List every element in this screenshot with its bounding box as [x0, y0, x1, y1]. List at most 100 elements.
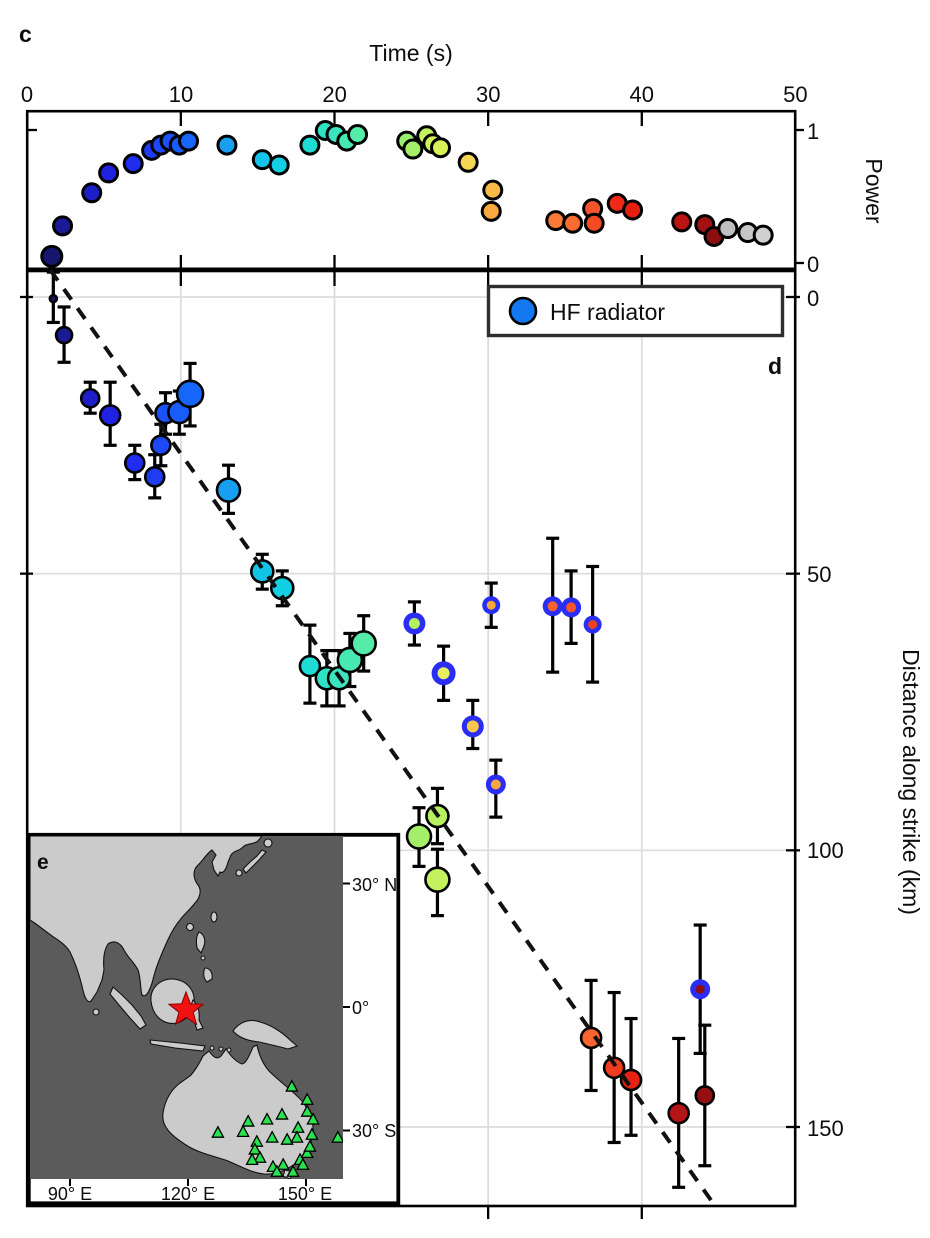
station-triangle-icon: [286, 1164, 300, 1177]
panel-d-border: [25, 269, 797, 1208]
distance-data-point: [54, 325, 74, 345]
panel-d-label: d: [768, 353, 782, 379]
lat-tick-label-30n: 30° N: [352, 875, 397, 895]
power-data-point: [752, 224, 774, 246]
station-triangle-icon: [331, 1130, 343, 1143]
power-data-point: [671, 211, 693, 233]
station-triangle-icon: [248, 1142, 262, 1155]
island-sumatra: [109, 986, 147, 1030]
island-java: [149, 1039, 206, 1052]
station-triangle-icon: [285, 1079, 299, 1092]
distance-data-point: [619, 1068, 643, 1092]
panel-c-label: c: [19, 21, 32, 47]
station-triangle-icon: [275, 1107, 289, 1120]
power-data-point: [98, 162, 120, 184]
power-data-point: [562, 212, 584, 234]
power-data-point: [545, 210, 567, 232]
station-triangle-icon: [296, 1157, 310, 1170]
hf-radiator-core: [695, 984, 705, 994]
hf-radiator-core: [408, 617, 420, 629]
panel-d-hf-radiator-points: [403, 596, 711, 1000]
station-triangle-icon: [305, 1127, 319, 1140]
power-data-point: [81, 182, 103, 204]
island-flores: [218, 1046, 224, 1052]
power-data-point: [122, 153, 144, 175]
station-triangle-icon: [265, 1130, 279, 1143]
station-triangle-icon: [290, 1130, 304, 1143]
station-triangle-icon: [300, 1145, 314, 1158]
hf-radiator-core: [466, 720, 479, 733]
island-luzon: [195, 931, 206, 955]
station-triangle-icon: [306, 1112, 320, 1125]
station-triangle-icon: [260, 1112, 274, 1125]
distance-data-point: [79, 387, 101, 409]
hf-radiator-core: [437, 667, 450, 680]
lon-tick-label-150e: 150° E: [278, 1184, 332, 1204]
station-triangle-icon: [211, 1125, 225, 1138]
station-triangle-icon: [236, 1124, 250, 1137]
station-triangle-icon: [280, 1132, 294, 1145]
lat-tick-label-30s: 30° S: [352, 1121, 396, 1141]
hf-radiator-core: [547, 601, 558, 612]
distance-data-point: [48, 293, 59, 304]
lat-tick-label-0: 0°: [352, 998, 369, 1018]
inset-panel-label: e: [37, 851, 49, 874]
power-axis-title: Power: [861, 158, 887, 224]
distance-data-point: [602, 1056, 626, 1080]
axis-tick-marks: [20, 112, 804, 1219]
distance-axis-title: Distance along strike (km): [898, 649, 924, 915]
power-data-point: [251, 149, 273, 171]
power-data-point: [717, 218, 739, 240]
panel-c-power-points: [40, 120, 774, 268]
station-triangle-icon: [276, 1157, 290, 1170]
landmass-asia: [30, 836, 263, 1003]
distance-data-point: [350, 630, 377, 657]
island-srilanka: [92, 1008, 100, 1016]
time-tick-label-0: 0: [21, 82, 33, 107]
distance-data-point: [123, 452, 146, 474]
hf-radiator-core: [490, 779, 501, 790]
island-lombok: [209, 1045, 215, 1051]
legend-label: HF radiator: [550, 299, 665, 325]
distance-data-point: [150, 434, 172, 457]
distance-tick-label-100: 100: [807, 838, 844, 863]
time-tick-label-50: 50: [783, 82, 807, 107]
station-triangle-icon: [270, 1164, 284, 1177]
lon-tick-label-120e: 120° E: [161, 1184, 215, 1204]
hf-radiator-core: [566, 602, 577, 613]
island-hainan: [185, 922, 195, 932]
power-data-point: [430, 137, 452, 159]
distance-data-point: [215, 477, 242, 503]
epicenter-star-icon: [167, 990, 205, 1026]
distance-data-point: [579, 1026, 603, 1050]
distance-tick-label-50: 50: [807, 562, 831, 587]
hf-radiator-core: [588, 620, 598, 630]
inset-map-panel: 30° N 0° 30° S 90° E 120° E 150° E e: [26, 832, 401, 1206]
station-triangle-icon: [300, 1092, 314, 1105]
distance-data-point: [667, 1101, 690, 1125]
distance-data-point: [424, 866, 451, 893]
station-triangle-icon: [291, 1120, 305, 1133]
legend-hf-radiator: HF radiator: [486, 284, 785, 338]
power-tick-label-0: 0: [807, 252, 819, 277]
rupture-velocity-dashed-line: [48, 268, 715, 1204]
distance-data-point: [143, 466, 166, 488]
power-data-point: [583, 212, 605, 234]
power-data-point: [347, 123, 369, 145]
panel-c-border: [25, 109, 797, 271]
station-triangle-icon: [303, 1139, 317, 1152]
island-mindanao: [203, 967, 213, 983]
time-tick-label-10: 10: [169, 82, 193, 107]
island-new-guinea: [232, 1019, 299, 1050]
epicenter-star: [167, 990, 205, 1026]
distance-tick-label-150: 150: [807, 1116, 844, 1141]
island-hokkaido: [263, 838, 273, 848]
distance-tick-label-0: 0: [807, 286, 819, 311]
panel-d-distance-points: [48, 293, 716, 1125]
island-kyushu: [235, 869, 243, 877]
station-triangle-icon: [245, 1152, 259, 1165]
power-data-point: [622, 199, 644, 221]
station-triangle-icon: [253, 1150, 267, 1163]
